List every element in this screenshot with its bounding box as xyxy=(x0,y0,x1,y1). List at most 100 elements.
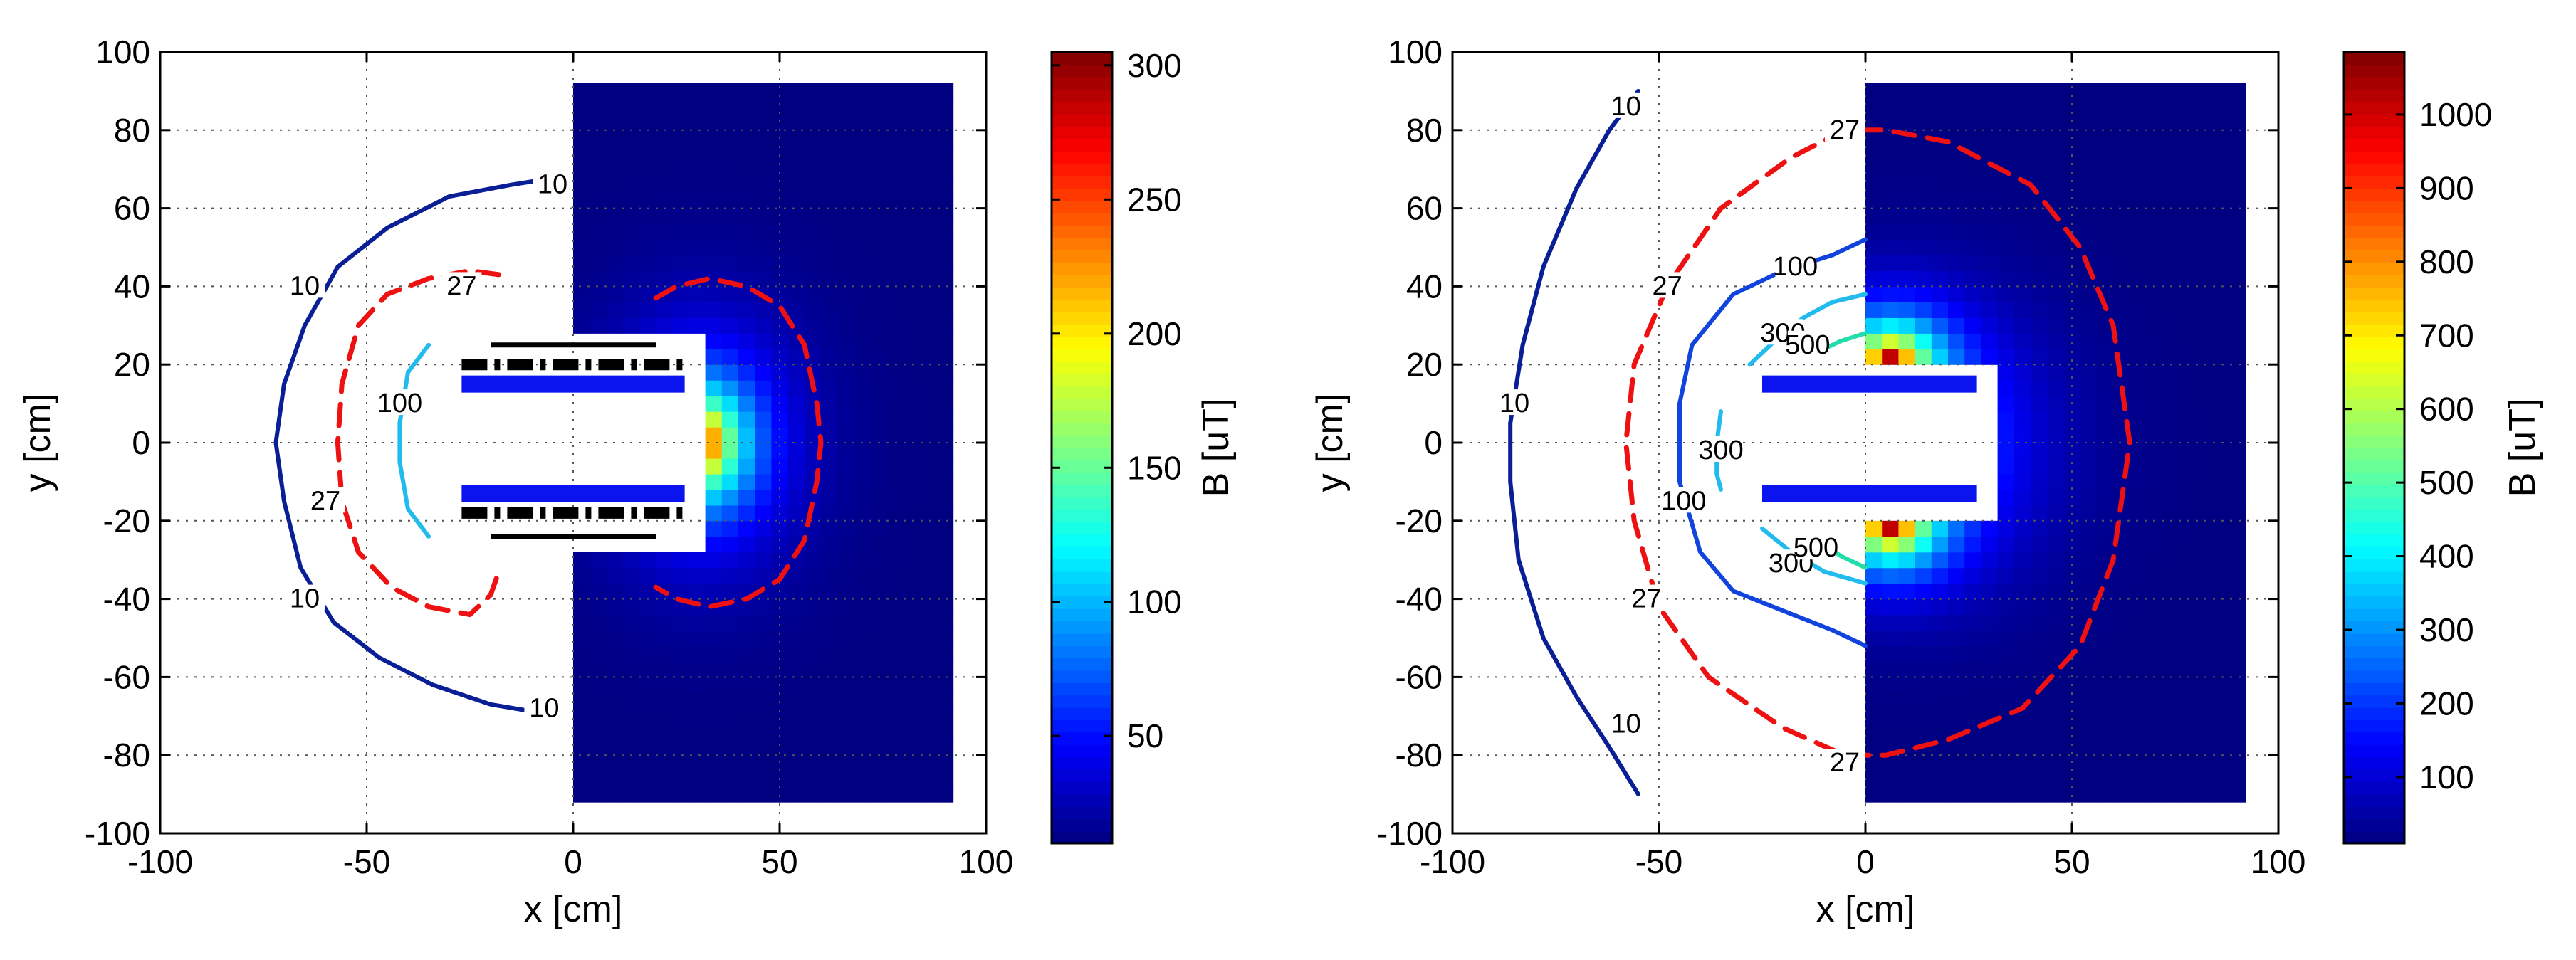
heatmap-cell xyxy=(2113,114,2130,131)
heatmap-cell xyxy=(2212,130,2229,147)
heatmap-cell xyxy=(590,114,607,131)
heatmap-cell xyxy=(771,739,789,756)
colorbar-segment xyxy=(1052,485,1112,498)
heatmap-cell xyxy=(1997,505,2015,522)
heatmap-cell xyxy=(1931,598,1949,616)
heatmap-cell xyxy=(2212,645,2229,663)
heatmap-cell xyxy=(2146,427,2164,443)
heatmap-cell xyxy=(2146,302,2164,318)
heatmap-cell xyxy=(672,317,689,334)
heatmap-cell xyxy=(2179,505,2197,522)
colorbar-segment xyxy=(1052,52,1112,65)
heatmap-cell xyxy=(705,83,723,100)
heatmap-cell xyxy=(656,98,673,115)
heatmap-cell xyxy=(904,364,921,381)
heatmap-cell xyxy=(837,270,854,287)
heatmap-cell xyxy=(1882,598,1899,616)
heatmap-cell xyxy=(2229,630,2246,647)
colorbar-segment xyxy=(2344,373,2404,386)
heatmap-cell xyxy=(1865,114,1883,131)
contour-label: 27 xyxy=(310,486,340,516)
heatmap-cell xyxy=(573,270,590,287)
colorbar-segment xyxy=(1052,460,1112,473)
heatmap-cell xyxy=(2063,614,2081,631)
contour-label-bg xyxy=(1825,749,1865,775)
heatmap-cell xyxy=(1882,349,1899,365)
heatmap-cell xyxy=(1915,302,1932,318)
heatmap-cell xyxy=(2196,317,2213,334)
heatmap-cell xyxy=(837,349,854,365)
heatmap-cell xyxy=(2063,83,2081,100)
heatmap-cell xyxy=(672,724,689,740)
colorbar-tick-label: 400 xyxy=(2419,538,2474,575)
heatmap-cell xyxy=(1898,645,1916,663)
heatmap-cell xyxy=(639,208,656,225)
heatmap-cell xyxy=(2196,739,2213,756)
heatmap-cell xyxy=(1997,427,2015,443)
heatmap-cell xyxy=(2146,411,2164,428)
heatmap-cell xyxy=(2096,692,2114,709)
heatmap-cell xyxy=(771,692,789,709)
heatmap-cell xyxy=(920,176,937,194)
heatmap-cell xyxy=(1964,645,1981,663)
heatmap-cell xyxy=(936,130,954,147)
heatmap-cell xyxy=(738,98,755,115)
heatmap-cell xyxy=(2146,396,2164,412)
heatmap-cell xyxy=(2146,458,2164,475)
heatmap-cell xyxy=(2096,380,2114,396)
heatmap-cell xyxy=(804,755,822,771)
heatmap-cell xyxy=(755,380,772,396)
heatmap-cell xyxy=(837,192,854,209)
colorbar-segment xyxy=(1052,64,1112,78)
heatmap-cell xyxy=(1882,145,1899,162)
heatmap-cell xyxy=(2047,364,2064,381)
heatmap-cell xyxy=(672,677,689,693)
heatmap-cell xyxy=(2179,520,2197,537)
colorbar-segment xyxy=(2344,830,2404,844)
heatmap-cell xyxy=(886,364,904,381)
heatmap-cell xyxy=(804,145,822,162)
colorbar-segment xyxy=(2344,237,2404,250)
heatmap-cell xyxy=(2179,443,2197,459)
heatmap-cell xyxy=(1931,239,1949,256)
heatmap-cell xyxy=(821,145,838,162)
heatmap-cell xyxy=(573,630,590,647)
heatmap-cell xyxy=(1981,130,1999,147)
colorbar-tick-label: 600 xyxy=(2419,391,2474,428)
heatmap-cell xyxy=(656,567,673,584)
heatmap-cell xyxy=(590,255,607,272)
heatmap-cell xyxy=(854,83,871,100)
heatmap-cell xyxy=(2047,583,2064,600)
heatmap-cell xyxy=(2130,270,2147,287)
heatmap-cell xyxy=(2229,489,2246,506)
heatmap-cell xyxy=(1865,567,1883,584)
heatmap-cell xyxy=(2063,692,2081,709)
heatmap-cell xyxy=(2047,724,2064,740)
heatmap-cell xyxy=(2229,645,2246,663)
heatmap-cell xyxy=(672,286,689,302)
heatmap-cell xyxy=(721,411,739,428)
heatmap-cell xyxy=(2014,661,2031,677)
heatmap-cell xyxy=(2031,349,2048,365)
heatmap-cell xyxy=(854,677,871,693)
heatmap-cell xyxy=(738,724,755,740)
heatmap-cell xyxy=(904,208,921,225)
heatmap-cell xyxy=(1882,192,1899,209)
heatmap-cell xyxy=(2113,98,2130,115)
heatmap-cell xyxy=(870,630,888,647)
heatmap-cell xyxy=(787,505,805,522)
heatmap-cell xyxy=(870,161,888,178)
contour-label: 27 xyxy=(446,271,476,301)
heatmap-cell xyxy=(2080,380,2098,396)
heatmap-cell xyxy=(886,520,904,537)
heatmap-cell xyxy=(573,677,590,693)
heatmap-cell xyxy=(1898,755,1916,771)
heatmap-cell xyxy=(2162,614,2180,631)
heatmap-cell xyxy=(920,83,937,100)
heatmap-cell xyxy=(2212,755,2229,771)
heatmap-cell xyxy=(2047,333,2064,349)
heatmap-cell xyxy=(870,83,888,100)
heatmap-cell xyxy=(904,396,921,412)
heatmap-cell xyxy=(573,552,590,569)
